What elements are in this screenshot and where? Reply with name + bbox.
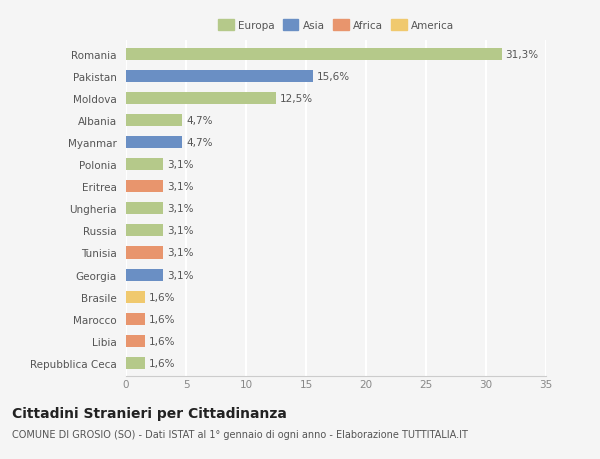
Bar: [126, 291, 145, 303]
Bar: [126, 115, 182, 127]
Bar: [126, 335, 145, 347]
Bar: [126, 71, 313, 83]
Text: 1,6%: 1,6%: [149, 336, 175, 346]
Bar: [126, 93, 276, 105]
Bar: [126, 203, 163, 215]
Text: 1,6%: 1,6%: [149, 292, 175, 302]
Text: 3,1%: 3,1%: [167, 226, 193, 236]
Text: 31,3%: 31,3%: [505, 50, 538, 60]
Text: 12,5%: 12,5%: [280, 94, 313, 104]
Text: 4,7%: 4,7%: [186, 116, 212, 126]
Text: COMUNE DI GROSIO (SO) - Dati ISTAT al 1° gennaio di ogni anno - Elaborazione TUT: COMUNE DI GROSIO (SO) - Dati ISTAT al 1°…: [12, 429, 468, 439]
Text: 15,6%: 15,6%: [317, 72, 350, 82]
Bar: [126, 159, 163, 171]
Legend: Europa, Asia, Africa, America: Europa, Asia, Africa, America: [216, 18, 456, 33]
Text: 3,1%: 3,1%: [167, 270, 193, 280]
Bar: [126, 225, 163, 237]
Text: 1,6%: 1,6%: [149, 314, 175, 324]
Text: Cittadini Stranieri per Cittadinanza: Cittadini Stranieri per Cittadinanza: [12, 406, 287, 420]
Text: 4,7%: 4,7%: [186, 138, 212, 148]
Bar: [126, 247, 163, 259]
Text: 1,6%: 1,6%: [149, 358, 175, 368]
Bar: [126, 313, 145, 325]
Text: 3,1%: 3,1%: [167, 182, 193, 192]
Text: 3,1%: 3,1%: [167, 248, 193, 258]
Bar: [126, 357, 145, 369]
Bar: [126, 49, 502, 61]
Bar: [126, 269, 163, 281]
Bar: [126, 137, 182, 149]
Text: 3,1%: 3,1%: [167, 204, 193, 214]
Text: 3,1%: 3,1%: [167, 160, 193, 170]
Bar: [126, 181, 163, 193]
